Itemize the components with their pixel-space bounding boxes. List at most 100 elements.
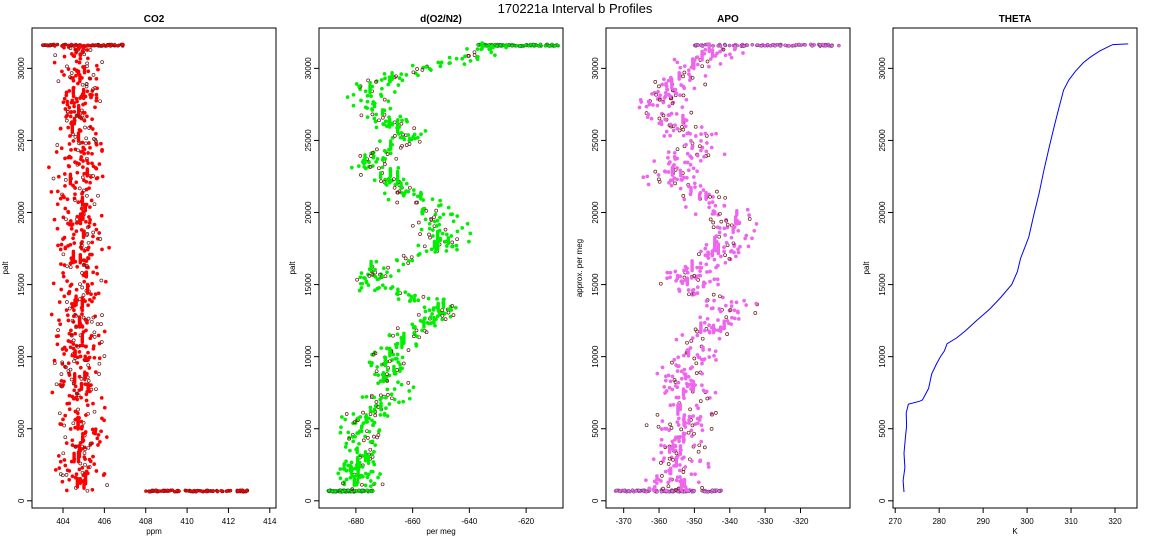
data-point	[371, 459, 376, 464]
data-point	[400, 118, 404, 123]
data-point	[82, 118, 87, 123]
data-point	[86, 303, 91, 308]
data-point	[95, 175, 100, 180]
data-point	[657, 116, 662, 121]
y-tick-label: 0	[878, 498, 887, 503]
data-point	[386, 265, 390, 270]
data-point	[72, 198, 77, 202]
data-point	[747, 213, 751, 218]
data-point	[245, 488, 249, 493]
data-point	[93, 431, 98, 436]
data-point	[681, 133, 686, 138]
data-point	[698, 183, 703, 188]
data-point	[387, 333, 392, 338]
data-point	[705, 396, 710, 401]
data-point	[754, 221, 759, 226]
data-point	[45, 43, 49, 47]
data-point	[718, 309, 723, 314]
data-point	[411, 70, 416, 75]
data-point	[752, 228, 757, 233]
data-point	[662, 134, 667, 138]
data-point	[655, 474, 659, 478]
data-point	[83, 101, 88, 106]
plot-frame	[892, 27, 1138, 509]
data-point	[386, 178, 391, 183]
data-point	[379, 78, 384, 82]
data-point	[435, 218, 440, 223]
data-point	[504, 45, 508, 50]
data-point	[747, 217, 752, 221]
data-point	[388, 106, 393, 111]
data-point	[83, 462, 87, 467]
data-point	[718, 62, 723, 66]
data-point	[359, 113, 364, 118]
data-point	[670, 374, 675, 379]
data-point	[388, 151, 393, 156]
data-point	[75, 397, 80, 402]
data-point	[424, 208, 429, 213]
data-point	[67, 401, 72, 406]
data-point	[663, 378, 668, 383]
data-point	[383, 76, 387, 81]
data-point	[696, 43, 700, 47]
data-point	[344, 441, 349, 446]
data-point	[93, 292, 98, 297]
data-point	[732, 243, 737, 247]
data-point	[682, 268, 686, 273]
y-axis-label: palt	[862, 261, 871, 275]
data-point	[416, 73, 420, 78]
y-tick-label: 10000	[17, 345, 26, 368]
data-point	[101, 473, 106, 477]
data-point	[680, 105, 685, 110]
data-point	[810, 44, 814, 48]
data-point	[407, 389, 412, 393]
data-point	[673, 123, 677, 128]
data-point	[455, 237, 459, 242]
data-point	[56, 334, 61, 338]
data-point	[656, 173, 661, 177]
data-point	[523, 43, 528, 48]
data-point	[357, 441, 361, 446]
panel-title: APO	[717, 14, 739, 25]
data-point	[703, 47, 708, 52]
data-point	[403, 290, 408, 295]
data-point	[697, 144, 702, 149]
data-point	[673, 157, 677, 161]
data-point	[797, 42, 801, 47]
data-point	[366, 78, 370, 83]
data-point	[472, 50, 477, 55]
data-point	[67, 105, 72, 110]
data-point	[729, 300, 734, 304]
data-point	[97, 356, 102, 361]
data-point	[401, 262, 406, 267]
data-point	[732, 250, 736, 255]
data-point	[646, 112, 651, 117]
data-point	[783, 43, 787, 48]
data-point	[354, 82, 359, 86]
data-point	[351, 412, 356, 416]
data-point	[81, 47, 86, 51]
data-point	[718, 44, 723, 48]
data-point	[382, 191, 387, 196]
data-point	[547, 44, 552, 48]
data-point	[403, 256, 408, 261]
data-point	[703, 328, 707, 333]
data-point	[371, 154, 376, 159]
plot-frame	[605, 27, 851, 509]
data-point	[73, 331, 78, 336]
data-point	[357, 429, 362, 434]
data-point	[498, 43, 503, 48]
data-point	[707, 347, 712, 352]
data-point	[100, 60, 104, 64]
data-point	[662, 77, 666, 82]
data-point	[713, 203, 718, 208]
data-point	[412, 126, 417, 131]
data-point	[695, 62, 700, 67]
data-point	[379, 86, 384, 91]
data-point	[690, 75, 695, 80]
data-point	[99, 429, 104, 434]
data-point	[659, 443, 663, 448]
data-point	[416, 298, 421, 303]
data-point	[450, 304, 455, 308]
data-point	[657, 179, 662, 184]
